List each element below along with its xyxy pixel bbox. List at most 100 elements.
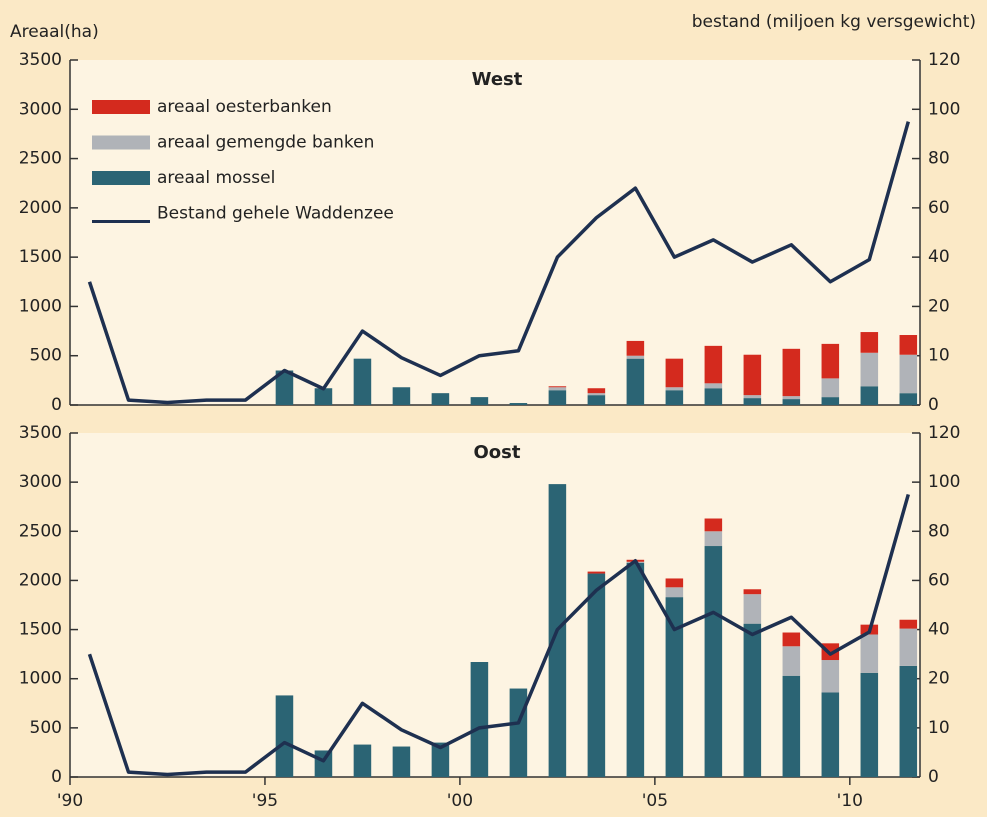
bar-segment bbox=[860, 352, 879, 387]
bar-segment bbox=[782, 399, 801, 405]
bar-segment bbox=[587, 571, 606, 574]
y-tick-label: 0 bbox=[51, 767, 62, 787]
y-tick-label: 2000 bbox=[19, 570, 62, 590]
y2-tick-label: 60 bbox=[928, 198, 950, 218]
bar-segment bbox=[821, 660, 840, 693]
y-tick-label: 1000 bbox=[19, 669, 62, 689]
bar-segment bbox=[548, 390, 567, 405]
y-tick-label: 1000 bbox=[19, 296, 62, 316]
bar-segment bbox=[743, 398, 762, 405]
chart-title: Oost bbox=[474, 442, 521, 463]
x-tick-label: '05 bbox=[642, 791, 668, 811]
bar-segment bbox=[587, 393, 606, 396]
bar-segment bbox=[860, 672, 879, 777]
y-tick-label: 500 bbox=[30, 718, 62, 738]
bar-segment bbox=[743, 589, 762, 595]
bar-segment bbox=[665, 390, 684, 405]
y2-tick-label: 10 bbox=[928, 346, 950, 366]
bar-segment bbox=[821, 378, 840, 398]
bar-segment bbox=[665, 358, 684, 388]
line bbox=[87, 493, 910, 777]
y2-tick-label: 0 bbox=[928, 767, 939, 787]
y2-tick-label: 80 bbox=[928, 521, 950, 541]
bar-segment bbox=[704, 383, 723, 389]
bar-segment bbox=[587, 388, 606, 394]
bar-segment bbox=[548, 386, 567, 388]
x-tick-label: '10 bbox=[837, 791, 863, 811]
y-tick-label: 0 bbox=[51, 395, 62, 415]
plot-area bbox=[70, 433, 920, 777]
bar-segment bbox=[626, 355, 645, 359]
bar-segment bbox=[782, 632, 801, 647]
bar-segment bbox=[392, 746, 411, 777]
bar-segment bbox=[782, 646, 801, 676]
bar-segment bbox=[665, 587, 684, 598]
y-tick-label: 1500 bbox=[19, 247, 62, 267]
bar-segment bbox=[782, 675, 801, 777]
bar-segment bbox=[860, 386, 879, 405]
bar-segment bbox=[314, 388, 333, 405]
line bbox=[87, 121, 910, 405]
bar-segment bbox=[704, 388, 723, 405]
bar-segment bbox=[626, 340, 645, 356]
y-tick-label: 3500 bbox=[19, 423, 62, 443]
bar-segment bbox=[275, 370, 294, 405]
y2-tick-label: 20 bbox=[928, 296, 950, 316]
bar-segment bbox=[665, 597, 684, 777]
y2-tick-label: 10 bbox=[928, 718, 950, 738]
y-tick-label: 3000 bbox=[19, 99, 62, 119]
x-tick-label: '90 bbox=[57, 791, 83, 811]
bar-segment bbox=[470, 397, 489, 405]
bar-segment bbox=[743, 395, 762, 399]
bar-segment bbox=[587, 573, 606, 777]
bar-segment bbox=[743, 354, 762, 396]
bar-segment bbox=[665, 387, 684, 391]
bar-segment bbox=[626, 562, 645, 777]
y-tick-label: 2000 bbox=[19, 198, 62, 218]
bar-segment bbox=[548, 387, 567, 391]
plot-area bbox=[70, 60, 920, 405]
bar-segment bbox=[704, 518, 723, 532]
bar-segment bbox=[743, 623, 762, 777]
y-tick-label: 2500 bbox=[19, 521, 62, 541]
y-axis-label: Areaal(ha) bbox=[10, 22, 99, 42]
bar-segment bbox=[899, 619, 918, 629]
bar-segment bbox=[899, 393, 918, 405]
legend-label: Bestand gehele Waddenzee bbox=[157, 204, 394, 224]
y2-tick-label: 100 bbox=[928, 472, 960, 492]
legend-label: areaal gemengde banken bbox=[157, 133, 374, 153]
x-tick-label: '95 bbox=[252, 791, 278, 811]
y2-axis-label: bestand (miljoen kg versgewicht) bbox=[692, 12, 976, 32]
bar-segment bbox=[821, 397, 840, 405]
bar-segment bbox=[704, 531, 723, 547]
y-tick-label: 1500 bbox=[19, 620, 62, 640]
y2-tick-label: 80 bbox=[928, 149, 950, 169]
bar-segment bbox=[704, 345, 723, 384]
y-tick-label: 3500 bbox=[19, 50, 62, 70]
legend-label: areaal mossel bbox=[157, 168, 275, 188]
bar-segment bbox=[821, 343, 840, 379]
y-tick-label: 500 bbox=[30, 346, 62, 366]
bar-segment bbox=[860, 634, 879, 673]
bar-segment bbox=[509, 403, 528, 405]
legend-label: areaal oesterbanken bbox=[157, 97, 332, 117]
bar-segment bbox=[353, 358, 372, 405]
bar-segment bbox=[665, 578, 684, 588]
legend-swatch bbox=[92, 135, 150, 150]
bar-segment bbox=[743, 594, 762, 624]
bar-segment bbox=[275, 695, 294, 777]
y-tick-label: 3000 bbox=[19, 472, 62, 492]
bar-segment bbox=[587, 395, 606, 405]
bar-segment bbox=[899, 335, 918, 355]
legend-swatch bbox=[92, 171, 150, 185]
bar-segment bbox=[431, 393, 450, 405]
bar-segment bbox=[821, 643, 840, 661]
y2-tick-label: 40 bbox=[928, 247, 950, 267]
bar-segment bbox=[782, 396, 801, 400]
chart-title: West bbox=[472, 69, 523, 90]
bar-segment bbox=[860, 332, 879, 353]
bar-segment bbox=[431, 742, 450, 777]
bar-segment bbox=[704, 546, 723, 777]
y2-tick-label: 40 bbox=[928, 620, 950, 640]
y2-tick-label: 60 bbox=[928, 570, 950, 590]
